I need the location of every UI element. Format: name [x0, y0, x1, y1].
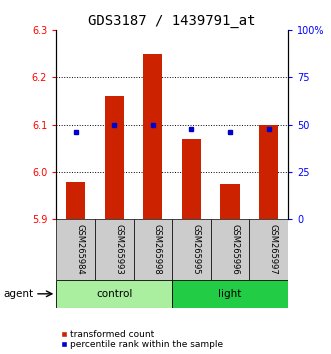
Bar — [133, 219, 172, 280]
Text: GSM265993: GSM265993 — [114, 224, 123, 275]
Bar — [259, 125, 278, 219]
Text: GSM265998: GSM265998 — [153, 224, 162, 275]
Text: agent: agent — [3, 289, 33, 299]
Text: GSM265996: GSM265996 — [230, 224, 239, 275]
Text: control: control — [96, 289, 132, 299]
Text: GSM265995: GSM265995 — [191, 224, 201, 275]
Legend: transformed count, percentile rank within the sample: transformed count, percentile rank withi… — [61, 330, 223, 349]
Bar — [172, 219, 211, 280]
Bar — [56, 219, 95, 280]
Bar — [172, 280, 288, 308]
Bar — [105, 96, 124, 219]
Text: light: light — [218, 289, 242, 299]
Text: GSM265984: GSM265984 — [75, 224, 85, 275]
Text: GSM265997: GSM265997 — [269, 224, 278, 275]
Bar — [211, 219, 249, 280]
Bar — [56, 280, 172, 308]
Bar — [182, 139, 201, 219]
Bar — [95, 219, 133, 280]
Title: GDS3187 / 1439791_at: GDS3187 / 1439791_at — [88, 14, 256, 28]
Bar — [220, 184, 240, 219]
Bar — [249, 219, 288, 280]
Bar — [143, 54, 163, 219]
Bar — [66, 182, 85, 219]
